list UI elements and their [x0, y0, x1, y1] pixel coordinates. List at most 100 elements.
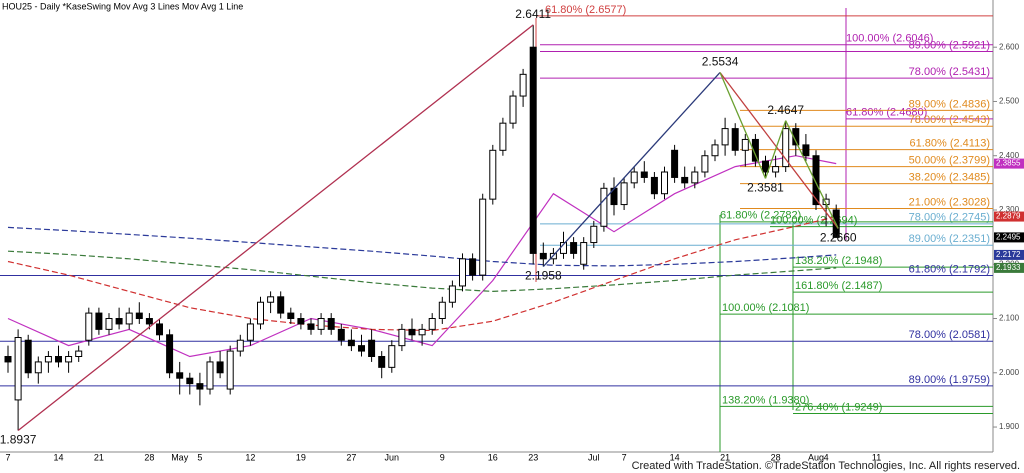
candle-body: [489, 149, 497, 200]
candle-body: [590, 225, 598, 244]
candle-body: [762, 160, 769, 173]
candle-body: [156, 323, 163, 336]
candle-body: [226, 350, 234, 390]
x-tick-label: Jun: [385, 452, 400, 462]
swing-label: 2.6411: [515, 7, 551, 21]
candle-body: [570, 242, 578, 254]
fib-label: 138.20% (2.1948): [795, 255, 882, 267]
candle-body: [792, 128, 800, 146]
candle-body: [196, 383, 204, 390]
x-tick-label: 14: [53, 452, 63, 462]
fib-label: 78.00% (2.4543): [909, 114, 990, 126]
x-tick-label: 11: [872, 452, 881, 462]
candle-body: [479, 198, 487, 276]
swing-label: 1.8937: [0, 433, 37, 447]
candle-body: [246, 323, 254, 341]
y-tick-label: 2.100: [999, 314, 1020, 323]
price-box-label: 2.2172: [996, 250, 1021, 259]
swing-label: 2.3581: [747, 181, 784, 195]
fib-label: 78.00% (2.5431): [909, 66, 990, 78]
candle-body: [145, 318, 153, 325]
x-tick-label: 7: [5, 452, 10, 462]
candle-body: [55, 355, 62, 363]
price-box-label: 2.3855: [996, 159, 1021, 168]
fib-label: 61.80% (2.4113): [909, 138, 990, 150]
candle-body: [418, 328, 426, 336]
candle-body: [347, 339, 355, 347]
x-tick-label: 5: [197, 452, 202, 462]
moving-average: [7, 226, 837, 267]
candle-body: [640, 171, 648, 178]
candle-body: [701, 155, 709, 173]
price-box-label: 2.2495: [996, 233, 1021, 242]
y-tick-label: 2.000: [999, 368, 1020, 377]
candle-body: [206, 361, 214, 390]
x-tick-label: 14: [670, 452, 680, 462]
candle-body: [650, 176, 658, 195]
candle-body: [327, 318, 335, 330]
candle-body: [428, 318, 436, 330]
candle-body: [448, 285, 456, 303]
candle-body: [378, 355, 386, 368]
swing-line: [542, 72, 721, 267]
price-box: [994, 232, 1024, 243]
candle-body: [44, 355, 52, 363]
x-tick-label: 27: [346, 452, 356, 462]
fib-label: 89.00% (1.9759): [909, 374, 990, 386]
fib-label: 61.80% (2.1792): [909, 263, 990, 275]
candle-body: [186, 377, 194, 385]
candle-body: [438, 301, 446, 320]
candle-body: [115, 318, 123, 325]
x-tick-label: Aug: [808, 452, 824, 462]
candle-body: [14, 337, 22, 401]
y-tick-label: 2.500: [999, 97, 1020, 106]
x-tick-label: May: [171, 452, 189, 462]
swing-line: [719, 72, 839, 229]
fib-label: 138.20% (1.9380): [722, 394, 809, 406]
price-box: [994, 158, 1024, 169]
x-tick-label: 16: [488, 452, 498, 462]
candle-body: [75, 350, 83, 357]
candle-body: [24, 339, 32, 374]
candle-body: [539, 252, 547, 260]
candle-body: [691, 171, 699, 184]
candle-body: [176, 372, 184, 379]
fib-label: 61.80% (2.2782): [720, 210, 801, 222]
fib-label: 78.00% (2.0581): [909, 329, 990, 341]
candle-body: [216, 361, 224, 374]
price-box-label: 2.2879: [996, 212, 1021, 221]
fib-label: 61.80% (2.4680): [846, 107, 927, 119]
price-box-label: 2.1933: [996, 263, 1021, 272]
candle-body: [105, 318, 113, 330]
candle-body: [277, 296, 285, 314]
candle-body: [620, 182, 628, 206]
y-tick-label: 2.600: [999, 42, 1020, 51]
candle-body: [4, 355, 12, 363]
moving-average: [7, 216, 837, 332]
footer: Created with TradeStation. ©TradeStation…: [632, 460, 1020, 472]
fib-label: 78.00% (2.2745): [909, 212, 990, 224]
candle-body: [135, 312, 143, 320]
fib-label: 89.00% (2.2351): [909, 233, 990, 245]
candle-body: [95, 312, 103, 330]
candle-body: [317, 318, 325, 330]
price-box: [994, 249, 1024, 260]
swing-line: [764, 120, 787, 179]
fib-label: 100.00% (2.1081): [722, 302, 809, 314]
y-tick-label: 2.300: [999, 205, 1020, 214]
moving-average: [7, 250, 837, 293]
candle-body: [388, 345, 396, 368]
swing-label: 2.4647: [767, 103, 804, 117]
fib-label: 89.00% (2.5921): [909, 39, 990, 51]
candle-body: [519, 73, 527, 97]
swing-line: [785, 120, 839, 229]
x-tick-label: 23: [528, 452, 538, 462]
candle-body: [307, 323, 315, 330]
fib-label: 161.80% (2.1487): [795, 280, 882, 292]
x-tick-label: Jul: [588, 452, 600, 462]
candle-body: [721, 128, 729, 146]
fib-label: 100.00% (2.2694): [770, 215, 857, 227]
fib-label: 276.40% (1.9249): [795, 401, 882, 413]
x-tick-label: 12: [245, 452, 255, 462]
chart-title: HOU25 - Daily *KaseSwing Mov Avg 3 Lines…: [2, 1, 243, 11]
